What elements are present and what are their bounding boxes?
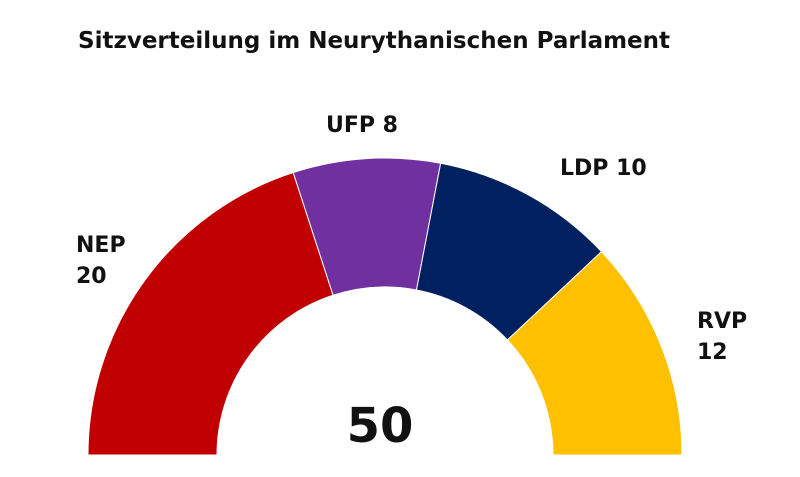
label-rvp: RVP 12: [697, 309, 747, 365]
total-seats: 50: [347, 398, 414, 454]
label-ufp: UFP 8: [326, 113, 398, 138]
chart-title: Sitzverteilung im Neurythanischen Parlam…: [78, 28, 671, 54]
label-ldp: LDP 10: [560, 156, 647, 181]
label-nep: NEP 20: [76, 233, 126, 289]
slice-nep: [87, 171, 334, 456]
slice-rvp: [506, 250, 683, 456]
